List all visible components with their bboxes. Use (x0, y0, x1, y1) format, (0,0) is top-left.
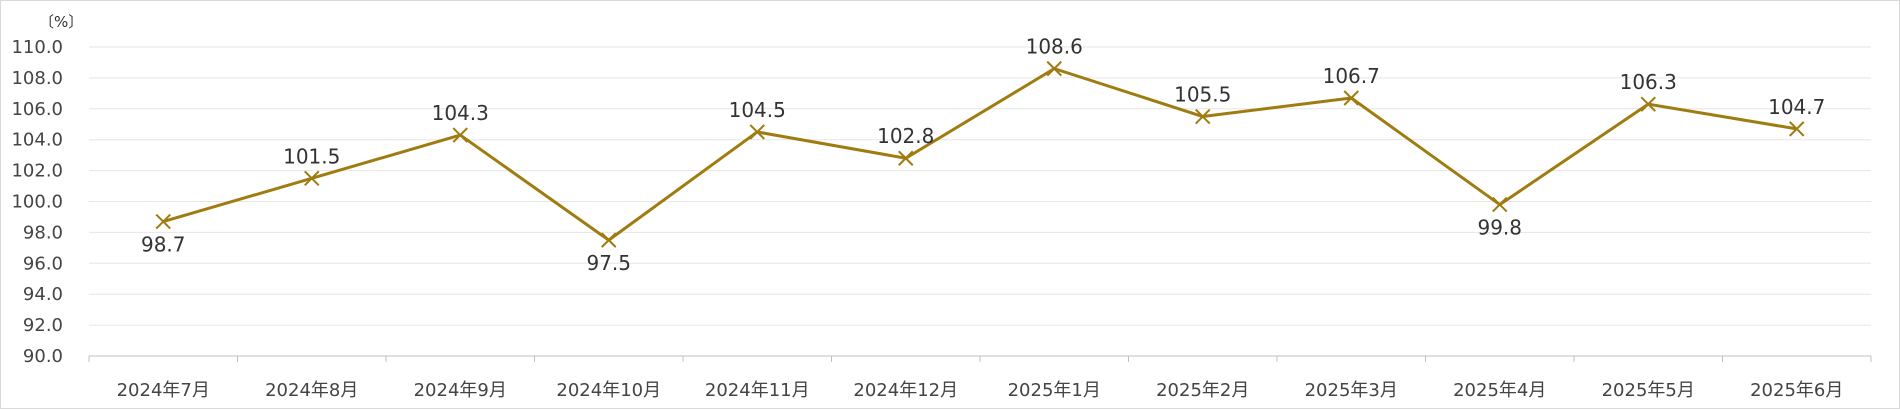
y-tick-label: 106.0 (11, 99, 63, 120)
y-tick-label: 110.0 (11, 37, 63, 58)
x-tick-label: 2024年10月 (556, 380, 661, 401)
data-point-marker (452, 127, 468, 143)
y-tick-label: 90.0 (23, 346, 63, 367)
series-line-path (162, 67, 1797, 242)
data-label: 99.8 (1477, 216, 1522, 240)
gridlines (89, 46, 1871, 357)
data-point-marker (601, 232, 617, 248)
y-tick-label: 104.0 (11, 130, 63, 151)
x-tick-label: 2025年1月 (1008, 380, 1101, 401)
x-tick-label: 2024年7月 (117, 380, 210, 401)
y-unit-label: 〔%〕 (39, 13, 83, 31)
data-point-marker (1640, 96, 1656, 112)
x-tick-label: 2025年4月 (1453, 380, 1546, 401)
x-tick-label: 2025年3月 (1305, 380, 1398, 401)
data-label: 108.6 (1026, 35, 1083, 59)
x-tick-label: 2025年2月 (1156, 380, 1249, 401)
data-point-marker (304, 170, 320, 187)
series-markers (155, 60, 1805, 248)
data-label: 106.7 (1323, 64, 1380, 88)
data-point-marker (1195, 108, 1211, 125)
data-label: 105.5 (1174, 83, 1231, 107)
x-tick-label: 2025年5月 (1602, 380, 1695, 401)
data-point-marker (1046, 60, 1062, 77)
data-label: 104.3 (432, 101, 489, 125)
x-tick-label: 2024年11月 (705, 380, 810, 401)
data-labels: 98.7 101.5 104.3 97.5 104.5 102.8 108.6 105.5 10… (141, 35, 1825, 275)
data-point-marker (1492, 196, 1508, 213)
data-label: 98.7 (141, 233, 186, 257)
x-tick-label: 2024年8月 (265, 380, 358, 401)
data-point-marker (898, 150, 914, 166)
data-label: 97.5 (586, 251, 631, 275)
data-point-marker (1789, 121, 1805, 137)
data-label: 106.3 (1620, 70, 1677, 94)
y-axis-tick-labels: 90.0 92.0 94.0 96.0 98.0 100.0 102.0 104.0 106.0… (11, 37, 63, 367)
data-label: 104.5 (729, 98, 786, 122)
y-tick-label: 98.0 (23, 222, 63, 243)
y-tick-label: 94.0 (23, 284, 63, 305)
y-tick-label: 100.0 (11, 192, 63, 213)
x-axis-tick-marks (88, 356, 1872, 362)
data-point-marker (749, 124, 765, 140)
data-label: 104.7 (1768, 95, 1825, 119)
x-tick-label: 2024年12月 (853, 380, 958, 401)
series-line (162, 67, 1797, 242)
data-point-marker (155, 213, 171, 230)
y-tick-label: 92.0 (23, 315, 63, 336)
y-tick-label: 96.0 (23, 253, 63, 274)
x-tick-label: 2025年6月 (1750, 380, 1843, 401)
data-point-marker (1343, 90, 1359, 106)
y-tick-label: 102.0 (11, 161, 63, 182)
y-tick-label: 108.0 (11, 68, 63, 89)
data-label: 102.8 (877, 124, 934, 148)
x-tick-label: 2024年9月 (414, 380, 507, 401)
data-label: 101.5 (283, 144, 340, 168)
x-axis-tick-labels: 2024年7月 2024年8月 2024年9月 2024年10月 2024年11月 202… (117, 380, 1844, 401)
